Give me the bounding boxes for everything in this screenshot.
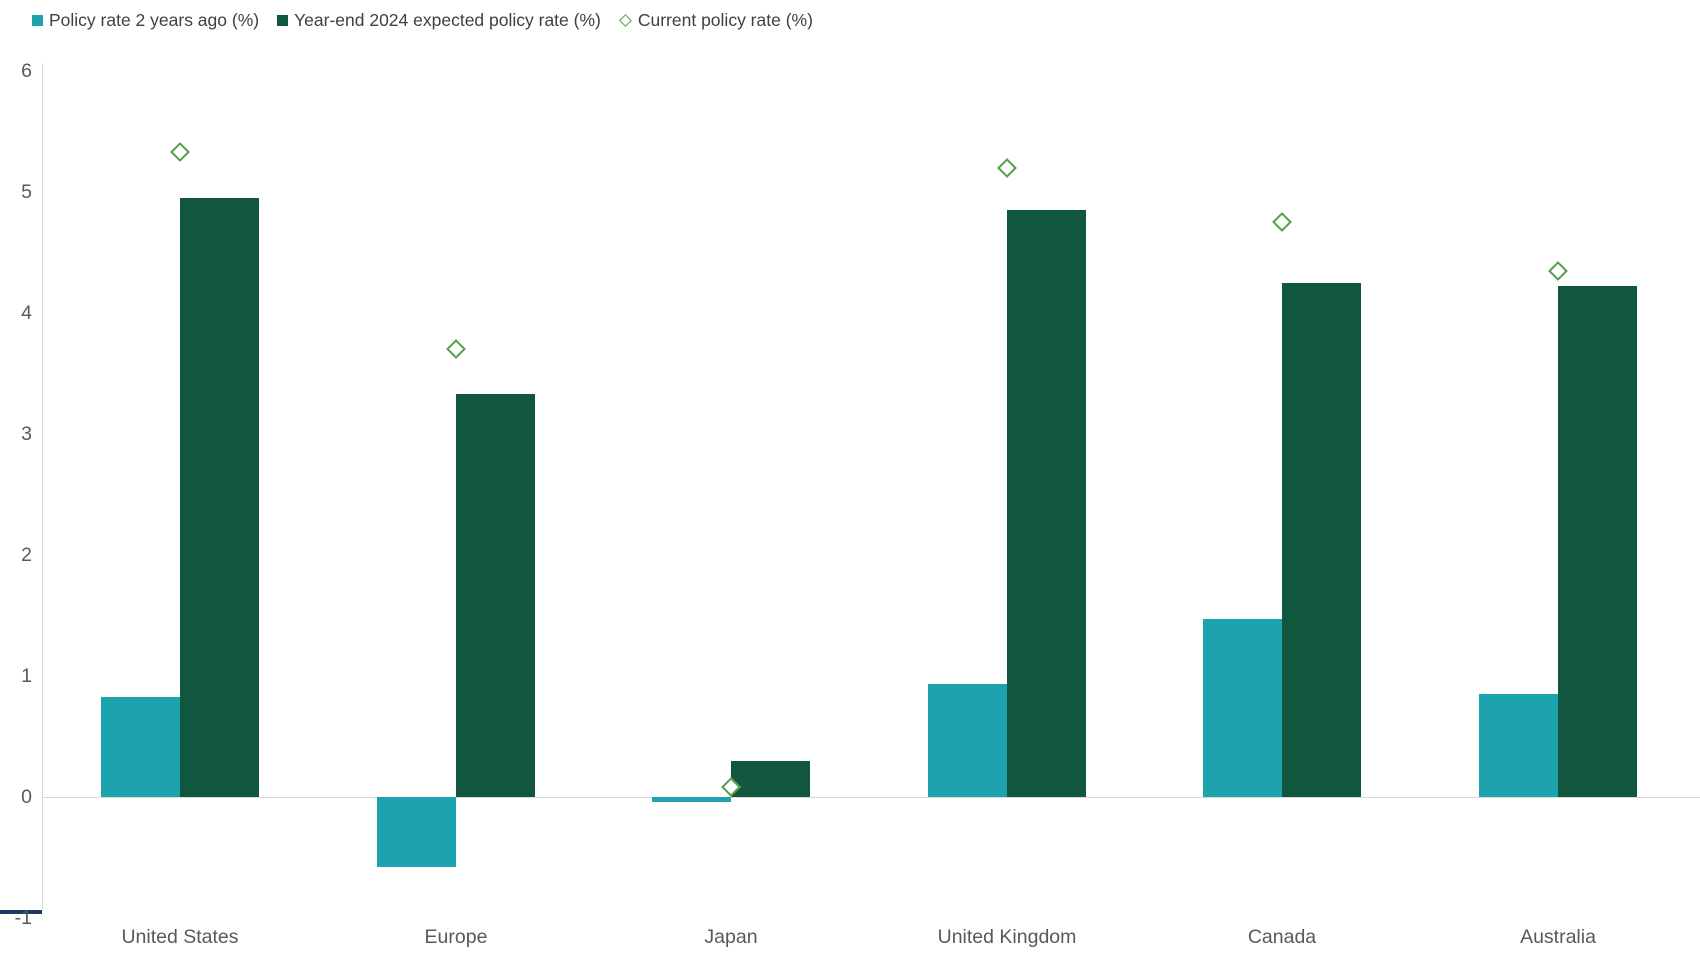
y-axis-tick-label: 2 bbox=[21, 544, 32, 566]
bar-policy-rate-2y bbox=[652, 797, 731, 802]
legend-label: Policy rate 2 years ago (%) bbox=[49, 10, 260, 30]
current-policy-rate-marker bbox=[997, 158, 1017, 178]
bar-policy-rate-2y bbox=[377, 797, 456, 867]
bar-year-end-2024-expected bbox=[1007, 210, 1086, 797]
legend-item-current-policy-rate: Current policy rate (%) bbox=[618, 10, 813, 31]
legend-label: Year-end 2024 expected policy rate (%) bbox=[294, 10, 601, 30]
current-policy-rate-marker bbox=[170, 142, 190, 162]
current-policy-rate-marker bbox=[446, 339, 466, 359]
x-axis-category-label: United States bbox=[121, 926, 239, 948]
current-policy-rate-marker bbox=[1272, 212, 1292, 232]
legend-item-year-end-2024: Year-end 2024 expected policy rate (%) bbox=[277, 10, 601, 31]
x-axis-category-label: Canada bbox=[1247, 926, 1317, 948]
x-axis-category-label: Europe bbox=[424, 926, 488, 948]
bar-year-end-2024-expected bbox=[731, 761, 810, 797]
axis-corner-line bbox=[0, 910, 42, 914]
bar-year-end-2024-expected bbox=[180, 198, 259, 797]
bar-year-end-2024-expected bbox=[1282, 283, 1361, 797]
y-axis-tick-label: 1 bbox=[21, 665, 32, 687]
bar-policy-rate-2y bbox=[1203, 619, 1282, 797]
y-axis-tick-label: -1 bbox=[14, 907, 32, 929]
y-axis-tick-label: 3 bbox=[21, 423, 32, 445]
x-axis-category-label: Australia bbox=[1520, 926, 1596, 948]
legend-square-icon bbox=[32, 15, 43, 26]
legend-square-icon bbox=[277, 15, 289, 26]
legend-item-policy-rate-2y: Policy rate 2 years ago (%) bbox=[32, 10, 259, 31]
bar-policy-rate-2y bbox=[1479, 694, 1558, 797]
y-axis-tick-label: 5 bbox=[21, 181, 32, 203]
x-axis-category-label: Japan bbox=[704, 926, 758, 948]
current-policy-rate-marker bbox=[1548, 261, 1568, 281]
zero-gridline bbox=[42, 797, 1700, 798]
bar-policy-rate-2y bbox=[928, 684, 1007, 797]
bar-policy-rate-2y bbox=[101, 697, 180, 797]
y-axis-tick-label: 0 bbox=[21, 786, 32, 808]
y-axis-tick-label: 6 bbox=[21, 60, 32, 82]
y-axis-tick-label: 4 bbox=[21, 302, 32, 324]
legend-diamond-icon bbox=[618, 14, 632, 27]
bar-year-end-2024-expected bbox=[456, 394, 535, 797]
bar-year-end-2024-expected bbox=[1558, 286, 1637, 797]
legend-label: Current policy rate (%) bbox=[637, 10, 813, 30]
x-axis-category-label: United Kingdom bbox=[937, 926, 1077, 948]
chart-legend: Policy rate 2 years ago (%) Year-end 202… bbox=[32, 10, 813, 31]
y-axis-line bbox=[42, 63, 43, 911]
